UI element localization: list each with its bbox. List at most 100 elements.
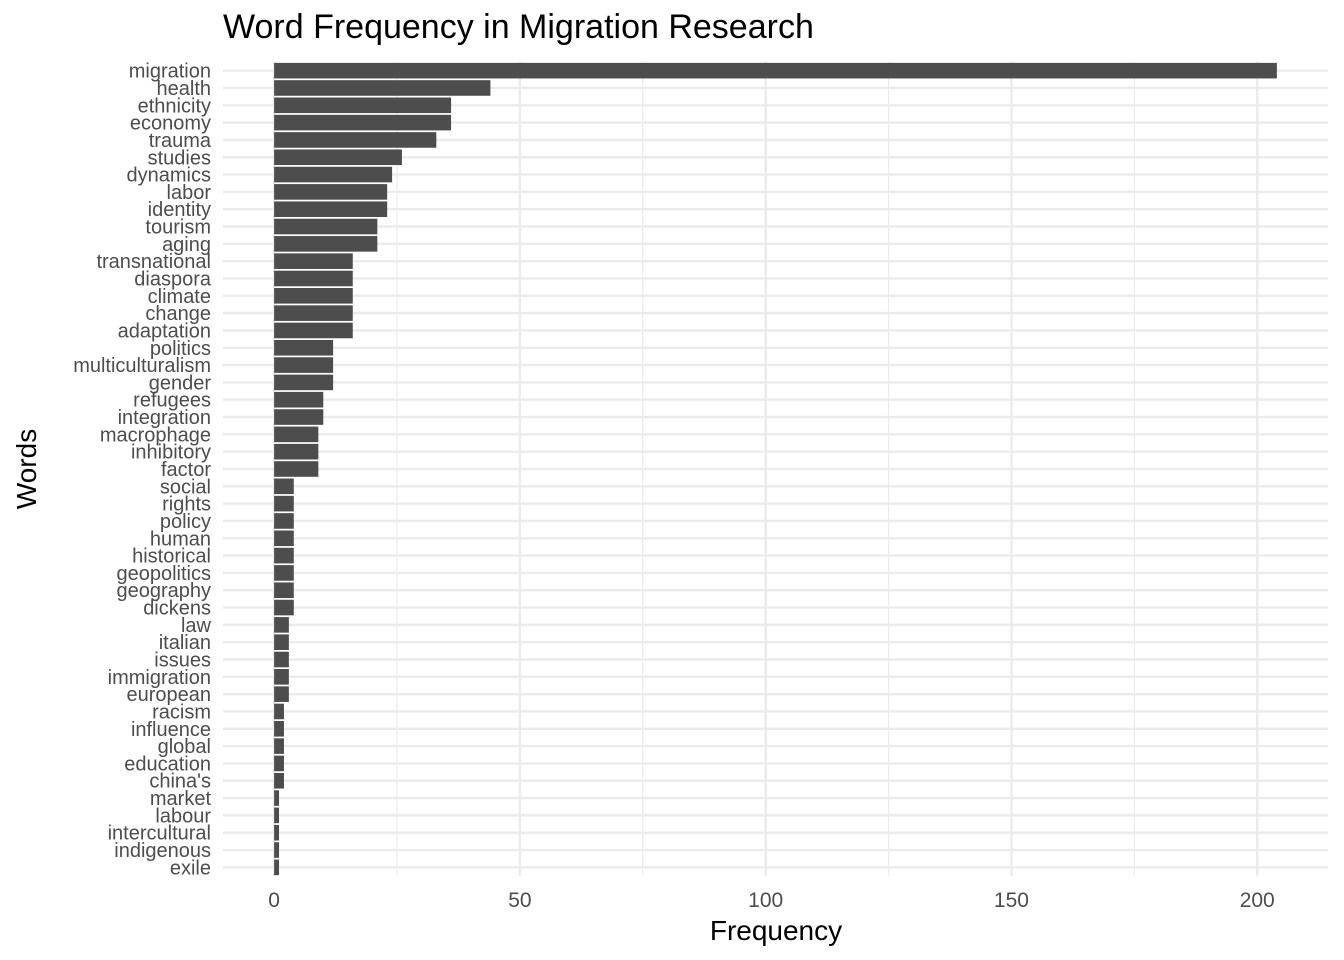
bar-geopolitics [274,565,294,581]
bar-migration [274,62,1277,79]
y-tick-label: indigenous [114,840,211,862]
y-tick-label: refugees [133,390,211,412]
x-tick-label: 50 [508,889,531,912]
y-tick-label: inhibitory [131,442,211,464]
bars [274,62,1277,876]
bar-intercultural [274,824,280,841]
bar-labour [274,807,280,824]
y-tick-label: geography [116,580,211,602]
y-tick-label: racism [152,701,211,723]
chart-title: Word Frequency in Migration Research [223,8,814,46]
y-tick-label: human [150,528,211,550]
y-tick-label: ethnicity [138,95,211,117]
bar-factor [274,461,319,477]
y-tick-label: factor [161,459,211,481]
bar-health [274,80,491,96]
y-tick-label: migration [129,61,211,83]
x-axis-title: Frequency [710,915,842,946]
y-tick-label: integration [118,407,211,429]
bar-macrophage [274,426,319,443]
x-tick-labels: 0 50 100 150 200 [268,889,1274,912]
y-tick-label: rights [162,494,211,516]
y-tick-label: trauma [149,130,212,152]
bar-gender [274,374,334,391]
bar-politics [274,339,334,356]
y-tick-label: italian [159,632,211,654]
bar-labor [274,184,388,200]
bar-indigenous [274,842,280,858]
y-tick-label: gender [149,372,212,394]
y-tick-label: studies [148,147,211,169]
y-tick-label: market [150,788,212,810]
bar-human [274,530,294,547]
bar-transnational [274,253,353,269]
bar-italian [274,634,289,650]
y-axis-title: Words [11,429,42,509]
y-tick-label: change [145,303,211,325]
y-tick-label: issues [154,650,211,672]
bar-aging [274,236,378,252]
bar-dynamics [274,166,393,183]
y-tick-label: identity [148,199,211,221]
y-tick-label: influence [131,719,211,741]
bar-european [274,686,289,702]
y-tick-label: multiculturalism [73,355,211,377]
y-tick-label: dynamics [127,165,211,187]
bar-change [274,305,353,321]
grid-lines [223,62,1328,876]
bar-dickens [274,599,294,616]
y-tick-label: exile [170,857,211,879]
y-tick-label: transnational [96,251,211,273]
x-tick-label: 100 [748,889,783,912]
y-tick-label: diaspora [134,268,212,290]
y-tick-labels: migrationhealthethnicityeconomytraumastu… [73,61,212,880]
bar-adaptation [274,322,353,339]
y-tick-label: geopolitics [116,563,211,585]
x-tick-label: 200 [1240,889,1275,912]
y-tick-label: dickens [143,598,211,620]
bar-china's [274,772,284,789]
bar-historical [274,547,294,564]
y-tick-label: law [181,615,212,637]
bar-education [274,755,284,772]
y-tick-label: health [157,78,212,100]
bar-market [274,790,280,806]
bar-racism [274,703,284,720]
bar-identity [274,201,388,218]
bar-rights [274,495,294,512]
y-tick-label: immigration [108,667,211,689]
bar-economy [274,114,452,131]
y-tick-label: education [124,753,211,775]
bar-law [274,617,289,633]
bar-influence [274,720,284,737]
bar-policy [274,513,294,529]
y-tick-label: china's [149,771,211,793]
bar-studies [274,149,402,166]
x-tick-label: 150 [994,889,1029,912]
y-tick-label: economy [130,113,211,135]
y-tick-label: adaptation [118,320,211,342]
y-tick-label: aging [162,234,211,256]
y-tick-label: global [158,736,211,758]
bar-ethnicity [274,97,452,114]
x-tick-label: 0 [268,889,280,912]
bar-immigration [274,669,289,685]
bar-exile [274,859,280,876]
bar-inhibitory [274,443,319,460]
y-tick-label: european [126,684,211,706]
y-tick-label: social [160,476,211,498]
bar-multiculturalism [274,357,334,373]
bar-diaspora [274,270,353,287]
y-tick-label: macrophage [100,424,211,446]
bar-trauma [274,132,437,148]
bar-refugees [274,391,324,408]
bar-integration [274,409,324,425]
y-tick-label: tourism [145,217,211,239]
y-tick-label: intercultural [108,823,211,845]
y-tick-label: labour [155,805,211,827]
y-tick-label: politics [150,338,211,360]
bar-social [274,478,294,495]
bar-geography [274,582,294,599]
bar-issues [274,651,289,668]
